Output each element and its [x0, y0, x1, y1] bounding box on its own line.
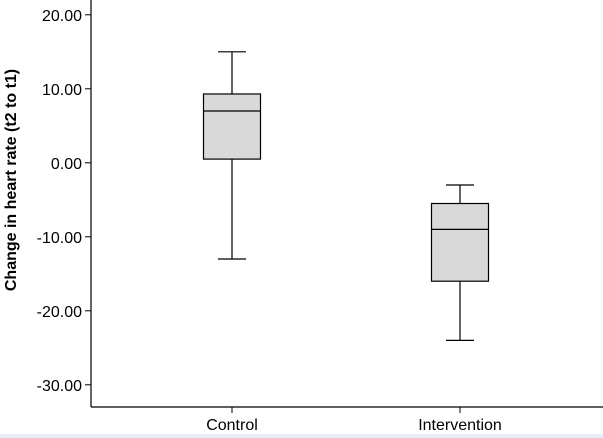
y-tick-label: 0.00: [51, 156, 82, 173]
box-intervention: [430, 184, 490, 341]
box-control: [202, 51, 262, 260]
y-tick-label: -10.00: [37, 230, 82, 247]
x-tick-label: Intervention: [418, 417, 502, 434]
axes: [90, 0, 603, 408]
x-tick-label: Control: [206, 417, 258, 434]
y-tick-label: -20.00: [37, 304, 82, 321]
y-axis-title: Change in heart rate (t2 to t1): [3, 69, 20, 291]
y-tick-label: 20.00: [42, 8, 82, 25]
iqr-box: [430, 202, 490, 282]
boxes: [202, 51, 490, 341]
y-ticks: 20.00 10.00 0.00 -10.00 -20.00 -30.00: [37, 8, 91, 395]
x-ticks: Control Intervention: [206, 407, 502, 434]
iqr-box: [202, 93, 262, 160]
y-tick-label: -30.00: [37, 378, 82, 395]
y-tick-label: 10.00: [42, 82, 82, 99]
